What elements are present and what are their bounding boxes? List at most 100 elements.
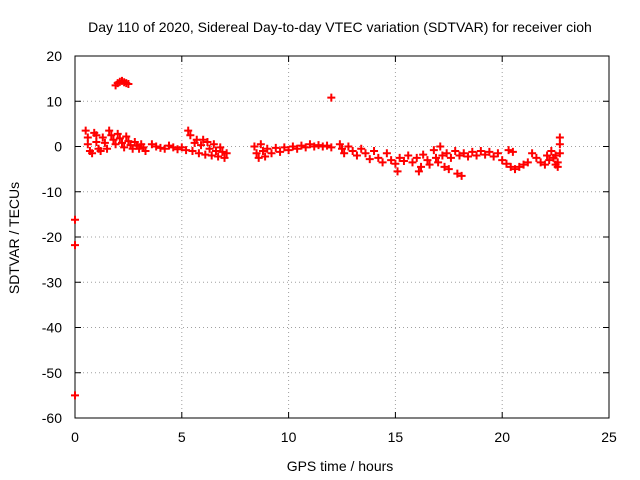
data-point (340, 149, 349, 158)
data-point (117, 138, 126, 147)
data-point (348, 147, 357, 156)
data-point (252, 149, 261, 158)
data-point (382, 149, 391, 158)
data-point (515, 162, 524, 171)
axis-ticks: 0 5 10 15 20 25 20 10 0 -10 -20 -30 -40 -50 -60 (42, 48, 617, 445)
data-point (414, 167, 423, 176)
data-point (506, 162, 515, 171)
data-point (188, 147, 197, 156)
data-point (498, 156, 507, 165)
data-point (451, 147, 460, 156)
data-point (256, 140, 265, 149)
data-point (391, 159, 400, 168)
data-point (399, 156, 408, 165)
y-axis-label: SDTVAR / TECUs (6, 182, 22, 294)
data-point (115, 134, 124, 143)
data-point (280, 143, 289, 152)
data-point (453, 169, 462, 178)
data-point (216, 143, 225, 152)
data-point (214, 152, 223, 161)
data-point (218, 147, 227, 156)
data-point (293, 144, 302, 153)
data-point (361, 149, 370, 158)
data-point (431, 153, 440, 162)
data-point (261, 152, 270, 161)
data-point (220, 153, 229, 162)
data-point (523, 158, 532, 167)
data-point (551, 151, 560, 160)
data-point (536, 158, 545, 167)
data-point (113, 129, 122, 138)
data-point (141, 147, 150, 156)
data-point (222, 149, 231, 158)
data-point (135, 144, 144, 153)
data-point (555, 133, 564, 142)
data-point (314, 141, 323, 150)
data-points (71, 76, 564, 400)
data-point (429, 146, 438, 155)
x-tick-label: 0 (71, 429, 79, 445)
data-point (111, 140, 120, 149)
data-point (338, 144, 346, 153)
data-point (120, 143, 129, 152)
data-point (250, 142, 259, 151)
data-point (197, 141, 206, 150)
data-point (425, 160, 434, 169)
data-point (71, 241, 79, 250)
data-point (476, 147, 485, 156)
data-point (481, 150, 490, 159)
data-point (393, 167, 402, 176)
data-point (519, 160, 528, 169)
data-point (489, 152, 498, 161)
data-point (344, 142, 353, 151)
data-point (92, 137, 101, 146)
data-point (543, 151, 552, 160)
data-point (352, 151, 361, 160)
data-point (459, 149, 468, 158)
data-point (100, 138, 109, 147)
data-point (96, 147, 105, 156)
data-point (457, 171, 466, 180)
data-point (440, 162, 449, 171)
data-point (92, 131, 101, 140)
data-point (194, 149, 203, 158)
data-point (310, 142, 319, 151)
y-tick-label: -60 (42, 410, 62, 426)
y-tick-label: -50 (42, 365, 62, 381)
data-point (305, 140, 314, 149)
data-point (173, 145, 182, 154)
data-point (88, 149, 97, 158)
data-point (71, 215, 79, 224)
data-point (442, 149, 451, 158)
data-point (301, 143, 310, 152)
data-point (444, 165, 453, 174)
data-point (323, 141, 332, 150)
data-point (357, 144, 366, 153)
x-tick-label: 25 (601, 429, 617, 445)
data-point (555, 140, 564, 149)
x-tick-label: 5 (178, 429, 186, 445)
data-point (98, 133, 107, 142)
data-point (205, 144, 214, 153)
x-axis-label: GPS time / hours (287, 458, 394, 474)
x-tick-label: 20 (494, 429, 510, 445)
data-point (107, 131, 116, 140)
y-tick-label: 0 (54, 139, 62, 155)
data-point (263, 144, 272, 153)
data-point (532, 153, 541, 162)
data-point (184, 126, 193, 135)
data-point (504, 146, 513, 155)
data-point (109, 135, 118, 144)
data-point (199, 135, 208, 144)
data-point (436, 142, 445, 151)
data-point (335, 140, 344, 149)
data-point (297, 141, 306, 150)
data-point (122, 132, 131, 141)
data-point (446, 153, 455, 162)
data-point (327, 93, 336, 102)
data-point (271, 143, 280, 152)
chart-title: Day 110 of 2020, Sidereal Day-to-day VTE… (88, 19, 592, 35)
data-point (203, 137, 212, 146)
data-point (103, 144, 112, 153)
